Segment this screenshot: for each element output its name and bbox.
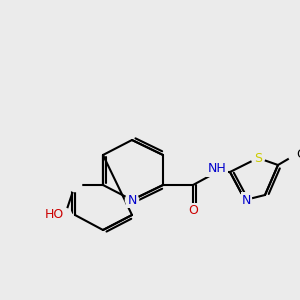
Text: HO: HO [44,208,64,221]
Text: N: N [242,194,251,206]
Text: N: N [127,194,137,206]
Circle shape [186,206,200,219]
Text: NH: NH [208,163,226,176]
Circle shape [251,152,265,165]
Circle shape [238,194,252,207]
Circle shape [288,148,300,162]
Circle shape [210,165,224,178]
Text: O: O [188,204,198,217]
Text: CH₃: CH₃ [296,148,300,161]
Circle shape [58,208,72,222]
Text: S: S [254,152,262,164]
Circle shape [125,194,139,207]
Circle shape [68,178,82,192]
